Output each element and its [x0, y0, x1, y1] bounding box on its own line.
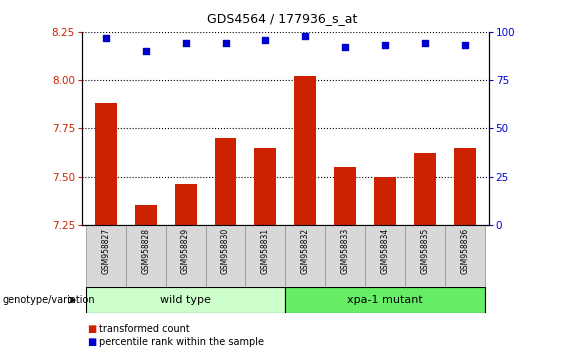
Text: GSM958829: GSM958829	[181, 228, 190, 274]
Bar	[325, 225, 365, 287]
Bar	[254, 148, 276, 225]
Text: xpa-1 mutant: xpa-1 mutant	[347, 295, 423, 305]
Point	[341, 45, 350, 50]
Text: GSM958836: GSM958836	[460, 228, 470, 274]
Point	[141, 48, 150, 54]
Bar	[285, 225, 325, 287]
Bar	[374, 177, 396, 225]
Bar	[445, 225, 485, 287]
Bar	[86, 287, 285, 313]
Point	[181, 41, 190, 46]
Text: GSM958830: GSM958830	[221, 228, 230, 274]
Bar	[206, 225, 245, 287]
Text: ■: ■	[88, 324, 97, 334]
Bar	[215, 138, 237, 225]
Text: wild type: wild type	[160, 295, 211, 305]
Text: transformed count: transformed count	[99, 324, 190, 334]
Point	[261, 37, 270, 42]
Bar	[135, 206, 157, 225]
Point	[221, 41, 230, 46]
Point	[420, 41, 429, 46]
Text: GSM958832: GSM958832	[301, 228, 310, 274]
Text: GSM958835: GSM958835	[420, 228, 429, 274]
Bar	[405, 225, 445, 287]
Text: GSM958833: GSM958833	[341, 228, 350, 274]
Bar	[126, 225, 166, 287]
Point	[301, 33, 310, 39]
Text: percentile rank within the sample: percentile rank within the sample	[99, 337, 264, 347]
Bar	[245, 225, 285, 287]
Text: GSM958831: GSM958831	[261, 228, 270, 274]
Bar	[175, 184, 197, 225]
Bar	[285, 287, 485, 313]
Point	[460, 42, 470, 48]
Text: GDS4564 / 177936_s_at: GDS4564 / 177936_s_at	[207, 12, 358, 25]
Text: GSM958828: GSM958828	[141, 228, 150, 274]
Point	[101, 35, 110, 40]
Bar	[294, 76, 316, 225]
Text: GSM958834: GSM958834	[381, 228, 389, 274]
Bar	[95, 103, 117, 225]
Text: ■: ■	[88, 337, 97, 347]
Bar	[86, 225, 126, 287]
Bar	[334, 167, 356, 225]
Bar	[454, 148, 476, 225]
Bar	[365, 225, 405, 287]
Point	[380, 42, 389, 48]
Bar	[166, 225, 206, 287]
Text: genotype/variation: genotype/variation	[3, 295, 95, 305]
Bar	[414, 153, 436, 225]
Text: GSM958827: GSM958827	[101, 228, 110, 274]
